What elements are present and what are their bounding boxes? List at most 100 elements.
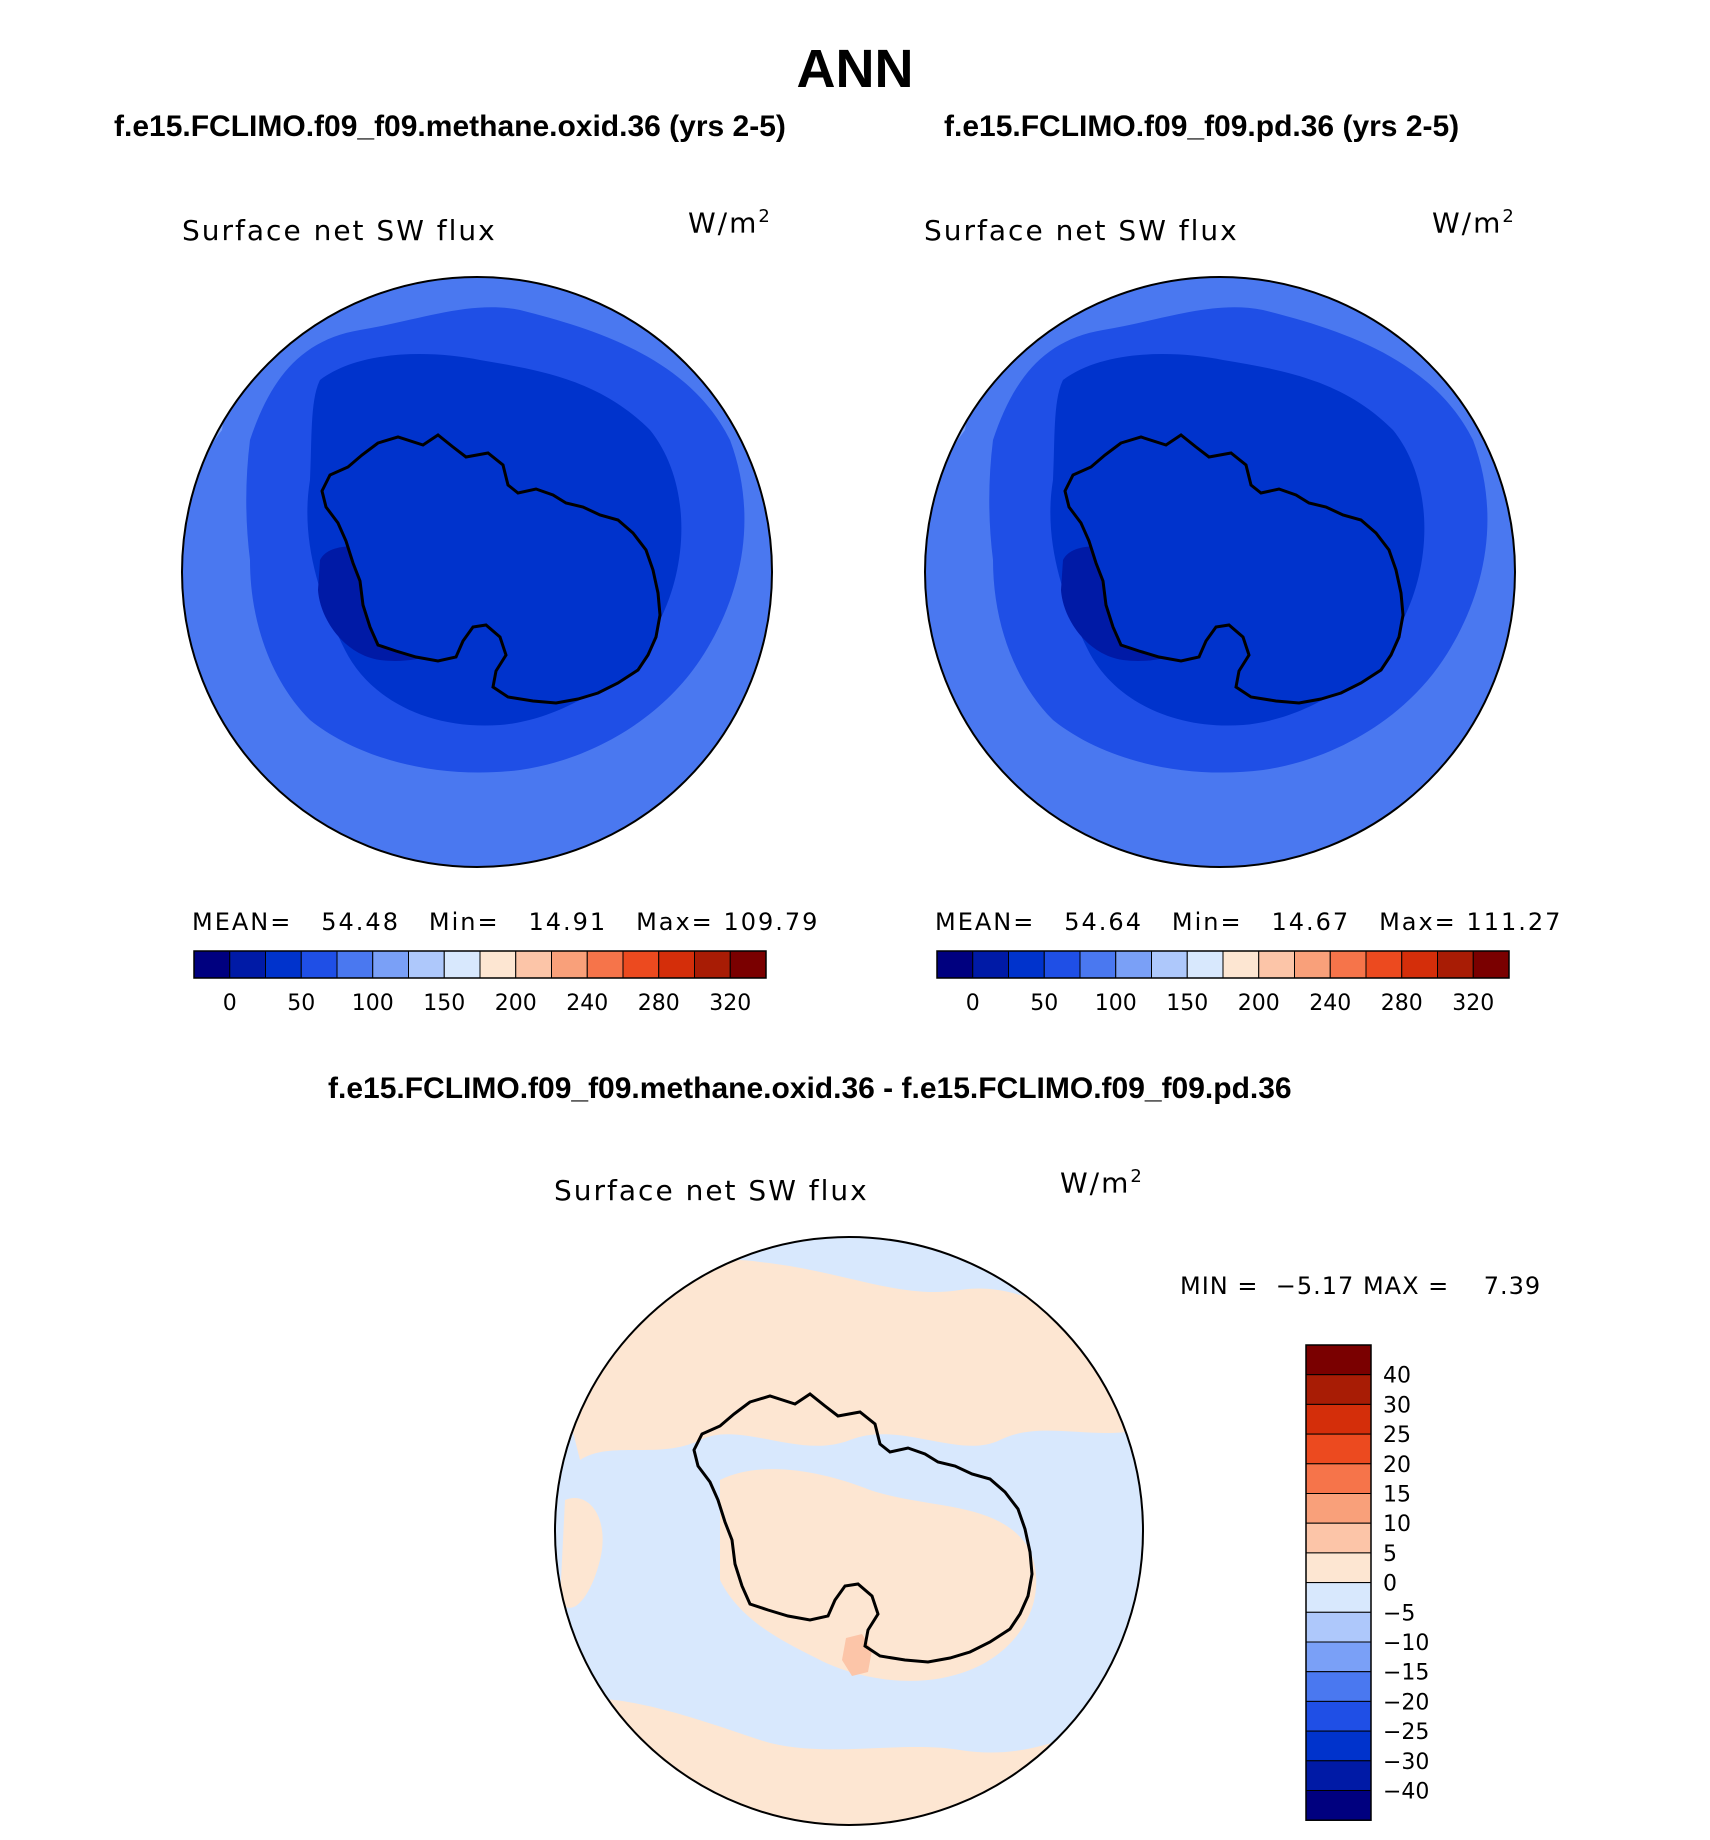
right-colorbar-swatch: [1258, 950, 1295, 979]
left-colorbar-swatch: [300, 950, 338, 979]
right-colorbar-swatch: [972, 950, 1009, 979]
diff-colorbar-swatch: [1305, 1433, 1372, 1465]
diff-colorbar-swatch: [1305, 1611, 1372, 1643]
diff-colorbar-tick-label: −5: [1383, 1601, 1415, 1626]
right-colorbar-swatch: [936, 950, 974, 979]
left-map: [181, 276, 773, 868]
right-colorbar-swatch: [1365, 950, 1403, 979]
right-panel-title: f.e15.FCLIMO.f09_f09.pd.36 (yrs 2-5): [944, 110, 1460, 143]
diff-colorbar-tick-label: 40: [1383, 1364, 1411, 1389]
right-colorbar-swatch: [1401, 950, 1438, 979]
left-colorbar-swatch: [622, 950, 660, 979]
left-colorbar-swatch: [694, 950, 731, 979]
left-stats: MEAN= 54.48 Min= 14.91 Max= 109.79: [192, 908, 820, 936]
diff-map-positive-region-center: [720, 1469, 1037, 1681]
right-colorbar-swatch: [1186, 950, 1224, 979]
left-colorbar-tick-label: 280: [638, 991, 680, 1016]
right-colorbar-tick-label: 280: [1381, 991, 1423, 1016]
diff-colorbar-tick-label: 20: [1383, 1453, 1411, 1478]
right-colorbar-swatch: [1222, 950, 1260, 979]
left-colorbar-tick-label: 150: [423, 991, 465, 1016]
diff-colorbar-tick-label: −10: [1383, 1631, 1429, 1656]
left-colorbar-swatch: [586, 950, 624, 979]
diff-colorbar-swatch: [1305, 1641, 1372, 1673]
left-colorbar-swatch: [551, 950, 588, 979]
left-units-label: W/m2: [688, 206, 770, 240]
diff-colorbar-swatch: [1305, 1582, 1372, 1613]
difference-title: f.e15.FCLIMO.f09_f09.methane.oxid.36 - f…: [328, 1072, 1292, 1105]
right-colorbar-swatch: [1115, 950, 1152, 979]
right-colorbar-tick-label: 150: [1166, 991, 1208, 1016]
left-colorbar-swatch: [372, 950, 409, 979]
left-colorbar-swatch: [408, 950, 445, 979]
right-colorbar-swatch: [1472, 950, 1510, 979]
diff-colorbar-tick-label: −30: [1383, 1750, 1429, 1775]
right-colorbar-tick-label: 200: [1238, 991, 1280, 1016]
right-colorbar-tick-label: 320: [1452, 991, 1494, 1016]
diff-colorbar-swatch: [1305, 1552, 1372, 1584]
diff-map-border: [554, 1236, 1144, 1826]
diff-colorbar-swatch: [1305, 1522, 1372, 1554]
right-colorbar-tick-label: 240: [1309, 991, 1351, 1016]
diff-colorbar-swatch: [1305, 1403, 1372, 1435]
left-map-border: [181, 276, 773, 868]
left-colorbar-tick-label: 200: [495, 991, 537, 1016]
diff-map-positive-region-north: [560, 1259, 1140, 1460]
left-colorbar-swatch: [479, 950, 517, 979]
page-title: ANN: [796, 39, 914, 99]
left-variable-label: Surface net SW flux: [182, 214, 497, 247]
diff-colorbar-swatch: [1305, 1790, 1372, 1821]
left-colorbar-tick-label: 50: [287, 991, 315, 1016]
difference-map: [554, 1236, 1144, 1826]
diff-colorbar-tick-label: 10: [1383, 1512, 1411, 1537]
right-colorbar-tick-label: 100: [1095, 991, 1137, 1016]
diff-map-positive-region-west: [560, 1498, 603, 1608]
right-colorbar-swatch: [1329, 950, 1367, 979]
right-colorbar-tick-label: 0: [966, 991, 980, 1016]
diff-colorbar-swatch: [1305, 1700, 1372, 1732]
diff-colorbar-swatch: [1305, 1493, 1372, 1524]
diff-colorbar-swatch: [1305, 1671, 1372, 1702]
diff-colorbar-tick-label: −15: [1383, 1661, 1429, 1686]
right-colorbar-swatch: [1079, 950, 1117, 979]
left-colorbar-swatch: [265, 950, 302, 979]
left-colorbar-tick-label: 100: [352, 991, 394, 1016]
left-colorbar-tick-label: 240: [566, 991, 608, 1016]
diff-colorbar-swatch: [1305, 1344, 1372, 1376]
right-stats: MEAN= 54.64 Min= 14.67 Max= 111.27: [935, 908, 1563, 936]
right-variable-label: Surface net SW flux: [924, 214, 1239, 247]
left-colorbar-swatch: [729, 950, 767, 979]
diff-colorbar-frame: [1305, 1344, 1372, 1821]
left-colorbar-frame: [193, 950, 767, 979]
right-colorbar-swatch: [1008, 950, 1045, 979]
left-panel-title: f.e15.FCLIMO.f09_f09.methane.oxid.36 (yr…: [114, 110, 786, 143]
left-colorbar-swatch: [515, 950, 552, 979]
diff-colorbar-tick-label: 15: [1383, 1483, 1411, 1508]
diff-minmax: MIN = −5.17 MAX = 7.39: [1180, 1272, 1542, 1300]
right-colorbar-swatch: [1437, 950, 1474, 979]
left-colorbar-tick-label: 320: [709, 991, 751, 1016]
left-colorbar-tick-label: 0: [223, 991, 237, 1016]
diff-variable-label: Surface net SW flux: [554, 1174, 869, 1207]
left-colorbar-swatch: [229, 950, 266, 979]
diff-colorbar-swatch: [1305, 1463, 1372, 1495]
right-map-border: [924, 276, 1516, 868]
diff-colorbar-tick-label: 30: [1383, 1393, 1411, 1418]
right-colorbar-swatch: [1151, 950, 1188, 979]
diff-colorbar-tick-label: 0: [1383, 1572, 1397, 1597]
right-map: [924, 276, 1516, 868]
difference-colorbar: 40 30 25 20 15 10 5 0 −5 −10 −15 −20 −25 −30 −40: [1305, 1344, 1429, 1821]
right-units-label: W/m2: [1432, 206, 1514, 240]
diff-units-label: W/m2: [1060, 1166, 1142, 1200]
left-colorbar-swatch: [443, 950, 481, 979]
left-colorbar-swatch: [336, 950, 374, 979]
diff-colorbar-tick-label: −25: [1383, 1720, 1429, 1745]
left-colorbar-swatch: [193, 950, 231, 979]
diff-colorbar-swatch: [1305, 1730, 1372, 1762]
right-colorbar: 0 50 100 150 200 240 280 320: [936, 950, 1510, 1016]
right-colorbar-tick-label: 50: [1030, 991, 1058, 1016]
diff-colorbar-tick-label: −40: [1383, 1780, 1429, 1805]
diff-colorbar-tick-label: 25: [1383, 1423, 1411, 1448]
diff-colorbar-tick-label: −20: [1383, 1690, 1429, 1715]
